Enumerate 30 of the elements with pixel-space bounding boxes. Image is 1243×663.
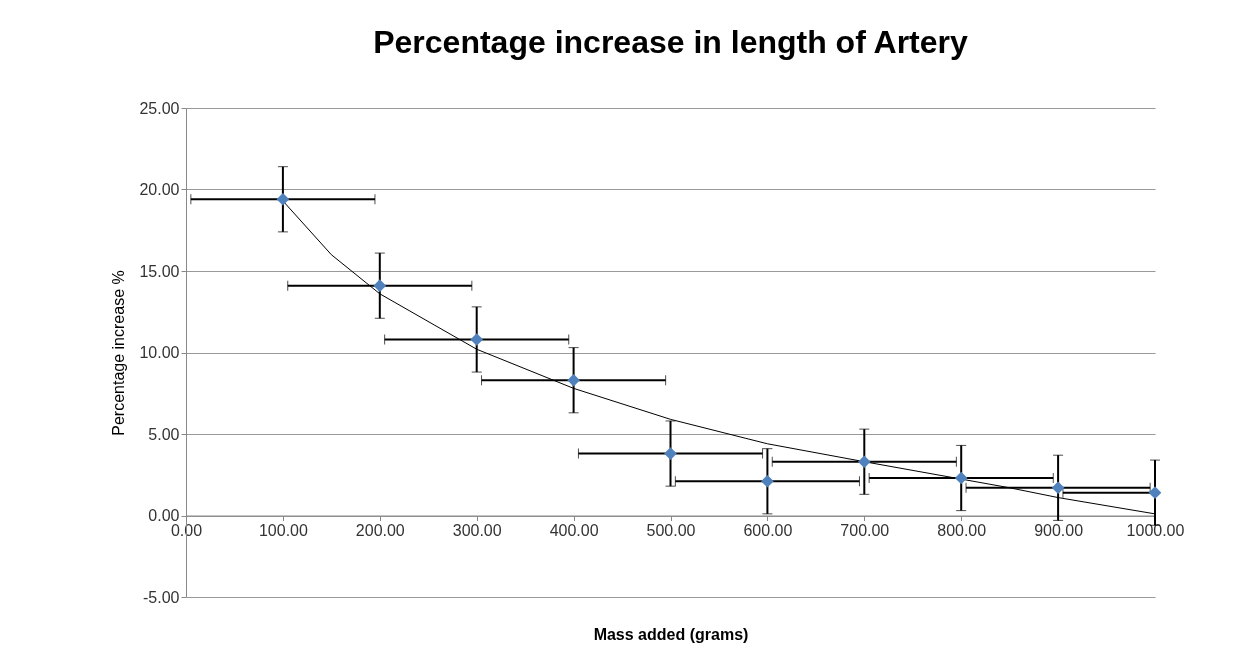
point [567,373,580,387]
point [470,333,484,346]
y-tick-label: -5.00 [143,588,180,606]
x-tick-label: 300.00 [452,522,502,539]
x-tick-label: 800.00 [937,522,987,539]
y-tick-label: 0.00 [148,507,180,524]
y-tick-label: 20.00 [139,181,180,198]
chart-title: Percentage increase in length of Artery [373,24,968,60]
point [761,474,774,488]
x-tick-label: 600.00 [743,522,793,539]
y-axis-title: Percentage increase % [110,270,128,436]
y-tick-label: 15.00 [139,262,180,280]
x-axis-title: Mass added (grams) [593,625,749,643]
x-tick-label: 900.00 [1034,522,1084,539]
x-tick-label: 100.00 [258,522,308,539]
point [664,447,677,460]
point [373,279,387,292]
x-tick-label: 700.00 [840,522,890,539]
point [1148,486,1162,499]
y-tick-label: 5.00 [148,425,180,443]
point [857,455,871,469]
x-tick-label: 500.00 [646,522,696,539]
point [1051,481,1065,495]
point [276,192,290,206]
y-tick-label: 25.00 [139,99,180,117]
y-tick-label: 10.00 [139,344,180,361]
x-tick-label: 400.00 [549,522,599,539]
point [954,471,968,485]
x-tick-label: 1000.00 [1126,522,1185,539]
x-tick-label: 200.00 [355,522,405,539]
